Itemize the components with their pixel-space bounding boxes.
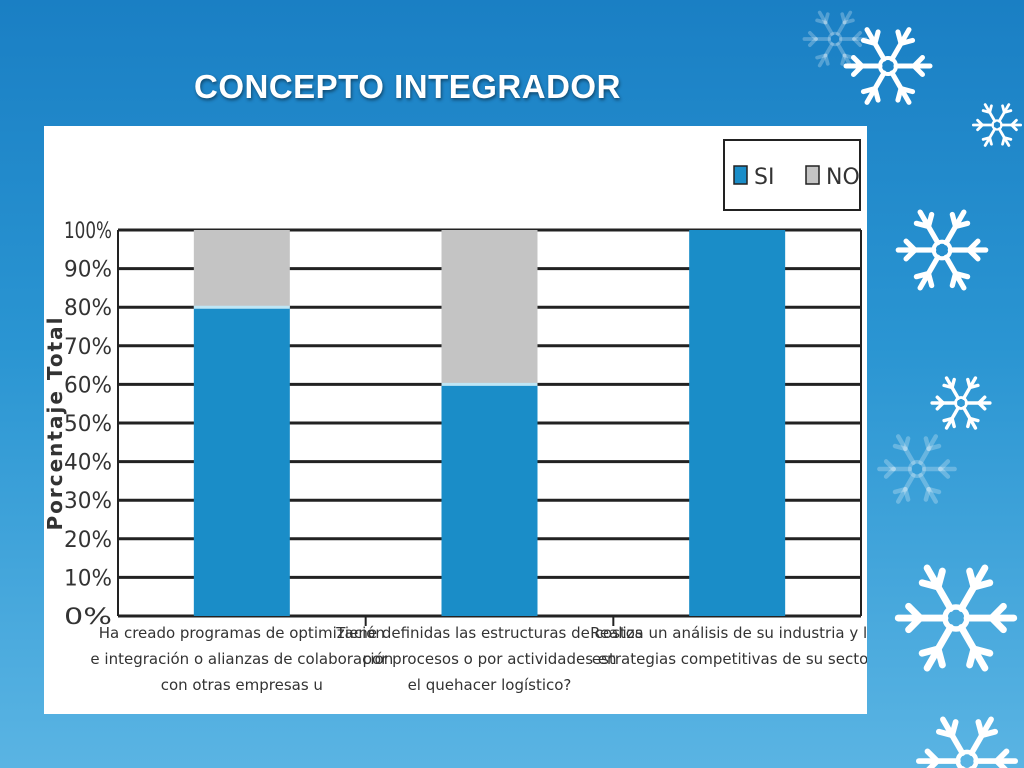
- chart-panel: 0% 10% 20% 30% 40% 50% 60% 70% 80% 90% 100% Porcent…: [44, 126, 867, 714]
- legend-swatch-no: [805, 165, 820, 185]
- x-category-label: por procesos o por actividades en: [362, 650, 616, 668]
- x-category-label: estrategias competitivas de su sector?: [592, 650, 867, 668]
- stacked-bar-chart: 0% 10% 20% 30% 40% 50% 60% 70% 80% 90% 100% Porcent…: [44, 139, 867, 694]
- x-category-label: con otras empresas u: [161, 676, 323, 694]
- x-category-label: Realiza un análisis de su industria y la…: [590, 624, 867, 642]
- snowflake-icon: [971, 103, 1023, 147]
- y-tick-label: 100%: [64, 219, 112, 244]
- snowflake-icon: [930, 376, 992, 430]
- snowflake-icon: [894, 564, 1018, 672]
- y-axis-label: Porcentaje Total: [44, 316, 67, 531]
- y-tick-label: 10%: [64, 566, 112, 591]
- x-category-label: Tiene definidas las estructuras de costo…: [335, 624, 643, 642]
- snowflake-icon: [916, 716, 1018, 768]
- legend-label-no: NO: [826, 165, 860, 190]
- y-tick-label: 0%: [64, 605, 112, 630]
- y-tick-label: 90%: [64, 258, 112, 283]
- y-tick-label: 70%: [64, 335, 112, 360]
- bar-si: [441, 384, 538, 616]
- y-tick-label: 60%: [64, 373, 112, 398]
- snowflake-icon: [802, 10, 868, 68]
- y-tick-label: 80%: [64, 296, 112, 321]
- snowflake-icon: [877, 434, 957, 504]
- y-tick-label: 40%: [64, 451, 112, 476]
- x-category-label: Ha creado programas de optimización: [99, 624, 385, 642]
- bar-no: [441, 230, 538, 385]
- bar-no: [193, 230, 290, 308]
- y-tick-label: 20%: [64, 528, 112, 553]
- bar-si: [689, 230, 786, 616]
- bar-si: [193, 307, 290, 616]
- legend-swatch-si: [733, 165, 748, 185]
- slide-title: CONCEPTO INTEGRADOR: [194, 68, 621, 105]
- y-tick-label: 30%: [64, 489, 112, 514]
- x-category-label: el quehacer logístico?: [408, 676, 572, 694]
- snowflake-icon: [895, 209, 989, 291]
- snowflake-icon: [843, 27, 933, 105]
- legend-label-si: SI: [754, 165, 774, 190]
- x-category-label: e integración o alianzas de colaboración: [90, 650, 393, 668]
- y-tick-label: 50%: [64, 412, 112, 437]
